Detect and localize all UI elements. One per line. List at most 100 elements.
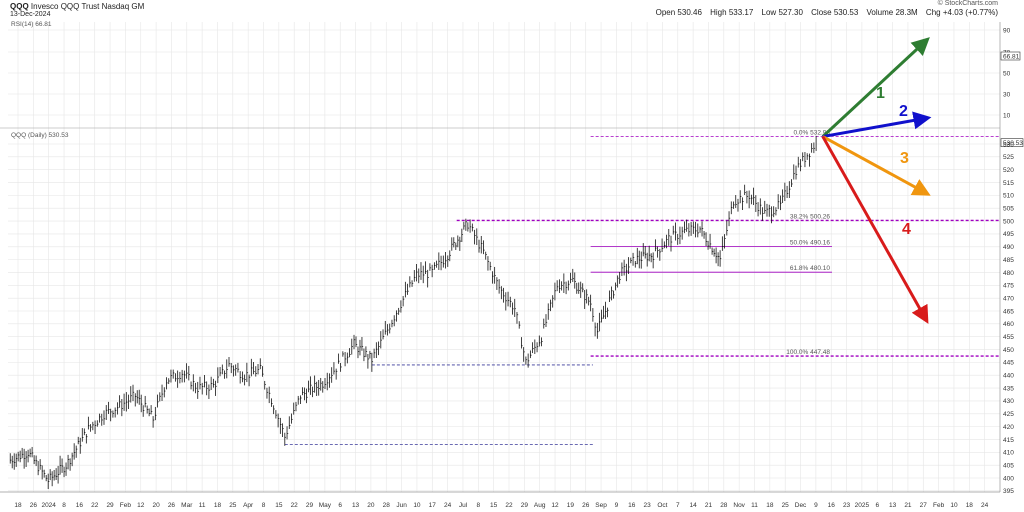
x-tick-label: 8 [262,502,266,509]
high-label: High [710,8,727,17]
y-tick-label: 515 [1003,180,1014,187]
chart-header-title: QQQ Invesco QQQ Trust Nasdaq GM [10,2,144,11]
ticker-symbol: QQQ [10,2,29,11]
x-tick-label: 11 [751,502,758,509]
x-tick-label: 15 [490,502,498,509]
x-tick-label: Nov [733,502,745,509]
y-tick-label: 455 [1003,334,1014,341]
x-tick-label: 21 [904,502,912,509]
y-tick-label: 510 [1003,193,1014,200]
rsi-label: RSI(14) 66.81 [11,21,52,28]
x-tick-label: 16 [76,502,84,509]
open-value: 530.46 [677,8,702,17]
y-tick-label: 450 [1003,347,1014,354]
y-tick-label: 395 [1003,488,1014,495]
x-tick-label: 14 [690,502,698,509]
x-axis: 18 26 2024 8 16 22 29 Feb 12 20 26 Mar 11 18 25 Apr 8 15 2… [14,502,988,509]
y-tick-label: 470 [1003,295,1014,302]
x-tick-label: Sep [595,502,607,509]
y-tick-label: 495 [1003,231,1014,238]
y-tick-label: 410 [1003,450,1014,457]
rsi-tick-label: 90 [1003,27,1011,34]
fib-label: 61.8% 480.10 [790,265,831,272]
x-tick-label: 22 [91,502,99,509]
y-tick-label: 485 [1003,257,1014,264]
rsi-last-box [1000,51,1021,61]
x-tick-label: 18 [214,502,222,509]
scenario-label-2: 2 [899,103,908,120]
x-tick-label: 28 [720,502,728,509]
close-label: Close [811,8,832,17]
y-tick-label: 465 [1003,308,1014,315]
ticker-name: Invesco QQQ Trust [30,2,100,11]
x-tick-label: 18 [966,502,974,509]
price-bars [9,135,817,490]
x-tick-label: 2024 [41,502,56,509]
x-tick-label: 8 [477,502,481,509]
x-tick-label: 13 [352,502,360,509]
y-tick-label: 405 [1003,462,1014,469]
x-tick-label: Mar [181,502,193,509]
x-tick-label: Apr [243,502,254,509]
x-tick-label: 16 [628,502,636,509]
x-tick-label: 29 [106,502,114,509]
chart-grid [8,22,1000,492]
fib-label: 50.0% 490.16 [790,239,831,246]
x-tick-label: Oct [657,502,667,509]
scenario-arrow-1 [821,37,930,138]
x-tick-label: 25 [229,502,237,509]
y-tick-label: 520 [1003,167,1014,174]
x-tick-label: 12 [551,502,559,509]
x-tick-label: 10 [950,502,958,509]
y-tick-label: 525 [1003,154,1014,161]
y-tick-label: 425 [1003,411,1014,418]
x-tick-label: 12 [137,502,145,509]
support-lines [284,364,593,446]
x-tick-label: 26 [168,502,176,509]
scenario-arrow-2 [822,111,932,139]
x-tick-label: 9 [615,502,619,509]
x-tick-label: 9 [814,502,818,509]
x-tick-label: 18 [766,502,774,509]
fib-label: 38.2% 500.26 [790,213,831,220]
x-tick-label: 17 [429,502,437,509]
x-tick-label: 15 [275,502,283,509]
low-label: Low [761,8,777,17]
rsi-tick-label: 50 [1003,70,1011,77]
y-tick-label: 430 [1003,398,1014,405]
change-label: Chg [925,8,941,17]
rsi-tick-label: 30 [1003,91,1011,98]
x-tick-label: May [319,502,332,509]
rsi-last-value: 66.81 [1003,54,1020,61]
rsi-panel: RSI(14) 66.81 907050301066.81 [11,21,1021,119]
x-tick-label: 23 [843,502,851,509]
x-tick-label: 29 [306,502,314,509]
x-tick-label: 8 [62,502,66,509]
x-tick-label: 11 [199,502,206,509]
y-tick-label: 445 [1003,360,1014,367]
price-label: QQQ (Daily) 530.53 [11,132,69,139]
y-tick-label: 530 [1003,141,1014,148]
scenario-label-4: 4 [902,221,911,238]
x-tick-label: 29 [521,502,529,509]
x-tick-label: 22 [291,502,299,509]
y-tick-label: 500 [1003,218,1014,225]
stockcharts-credit: © StockCharts.com [937,0,998,7]
x-tick-label: Aug [534,502,546,509]
y-axis: 395 400 405 410 415 420 425 430 435 440 445 450 455 4… [1003,141,1014,495]
open-label: Open [655,8,676,17]
scenario-label-3: 3 [900,150,909,167]
scenario-arrow-3 [822,135,931,196]
x-tick-label: 19 [567,502,575,509]
x-tick-label: 16 [828,502,836,509]
ticker-exchange: Nasdaq GM [101,2,145,11]
fib-label: 100.0% 447.48 [786,349,830,356]
y-tick-label: 475 [1003,283,1014,290]
ohlc-readout: Open 530.46 High 533.17 Low 527.30 Close… [656,8,998,17]
x-tick-label: Jul [459,502,468,509]
x-tick-label: 2025 [855,502,870,509]
y-tick-label: 420 [1003,424,1014,431]
x-tick-label: 7 [676,502,680,509]
price-last-box [1000,138,1024,147]
